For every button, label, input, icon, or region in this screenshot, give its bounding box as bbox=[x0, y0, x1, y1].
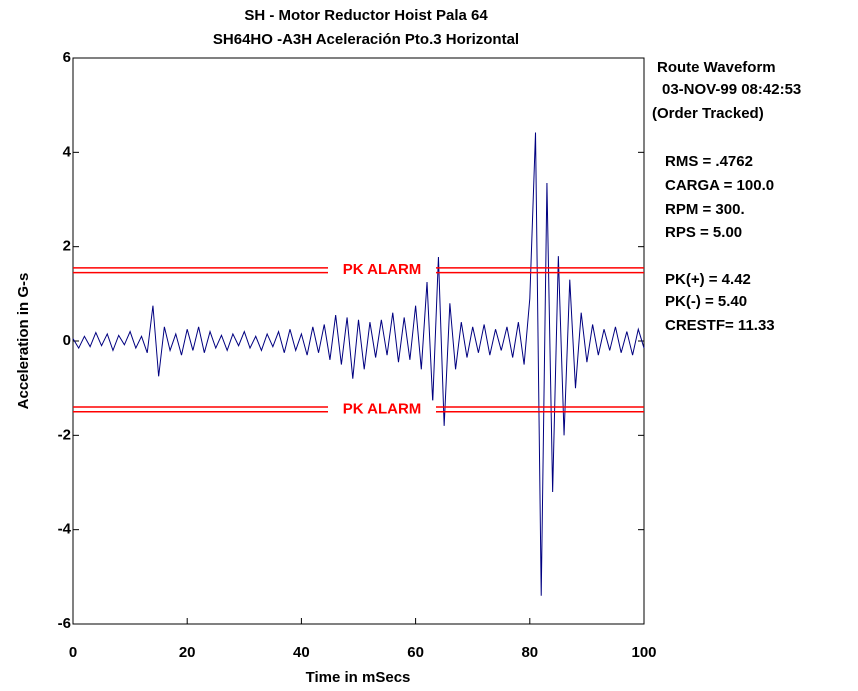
annotation: RPM = 300. bbox=[665, 201, 745, 218]
annotation: (Order Tracked) bbox=[652, 105, 764, 122]
alarm-label: PK ALARM bbox=[343, 400, 422, 417]
y-axis-label: Acceleration in G-s bbox=[15, 273, 32, 410]
x-tick-label: 100 bbox=[631, 644, 656, 661]
plot-frame bbox=[72, 57, 645, 625]
alarm-label: PK ALARM bbox=[343, 261, 422, 278]
annotation: Route Waveform bbox=[657, 59, 776, 76]
chart-title: SH - Motor Reductor Hoist Pala 64 bbox=[244, 7, 488, 24]
alarm-label-bg bbox=[328, 400, 436, 419]
x-tick-label: 20 bbox=[179, 644, 196, 661]
alarm-label-bg bbox=[328, 261, 436, 280]
annotation: CARGA = 100.0 bbox=[665, 177, 774, 194]
annotation: RPS = 5.00 bbox=[665, 224, 742, 241]
annotation: PK(-) = 5.40 bbox=[665, 293, 747, 310]
x-tick-label: 0 bbox=[69, 644, 77, 661]
waveform bbox=[72, 132, 645, 596]
annotation: PK(+) = 4.42 bbox=[665, 271, 751, 288]
y-tick-label: -6 bbox=[58, 615, 71, 632]
x-axis-label: Time in mSecs bbox=[306, 669, 411, 686]
y-tick-label: 0 bbox=[63, 332, 71, 349]
annotation: CRESTF= 11.33 bbox=[665, 317, 775, 334]
x-tick-label: 60 bbox=[407, 644, 424, 661]
y-tick-label: -2 bbox=[58, 426, 71, 443]
x-tick-label: 40 bbox=[293, 644, 310, 661]
y-tick-label: 6 bbox=[63, 49, 71, 66]
chart-subtitle: SH64HO -A3H Aceleración Pto.3 Horizontal bbox=[213, 31, 519, 48]
y-tick-label: -4 bbox=[58, 521, 72, 538]
annotation: 03-NOV-99 08:42:53 bbox=[662, 81, 801, 98]
annotation: RMS = .4762 bbox=[665, 153, 753, 170]
x-tick-label: 80 bbox=[521, 644, 538, 661]
y-tick-label: 2 bbox=[63, 238, 71, 255]
y-tick-label: 4 bbox=[63, 143, 72, 160]
